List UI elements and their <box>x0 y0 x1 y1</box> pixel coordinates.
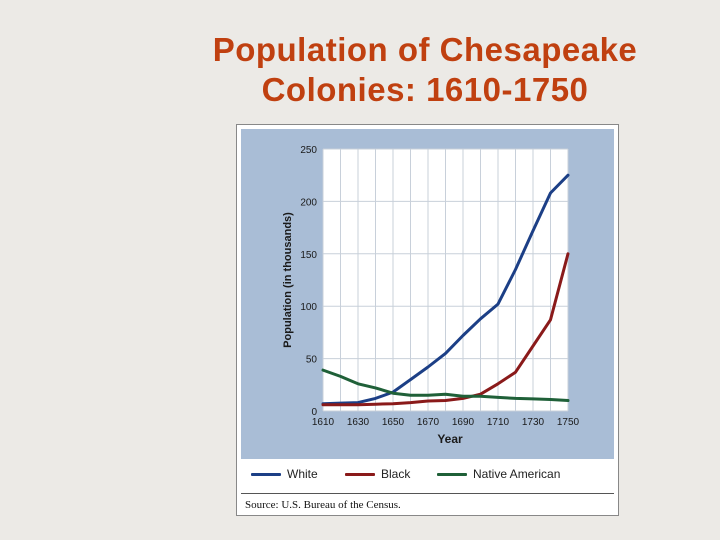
chart-legend: White Black Native American <box>241 459 614 489</box>
legend-swatch-native-american <box>437 472 467 476</box>
y-tick-labels: 0 50 100 150 200 250 <box>300 145 317 418</box>
legend-label-native-american: Native American <box>473 467 561 481</box>
y-axis-label: Population (in thousands) <box>282 212 294 348</box>
x-tick-label-1730: 1730 <box>522 417 545 428</box>
y-tick-label-0: 0 <box>311 407 317 418</box>
x-tick-label-1670: 1670 <box>417 417 440 428</box>
legend-label-black: Black <box>381 467 411 481</box>
slide-title-line-2: Colonies: 1610-1750 <box>261 71 589 108</box>
chart-panel: 0 50 100 150 200 250 1610 1630 1650 1670 1690 1710… <box>241 129 614 459</box>
x-tick-label-1750: 1750 <box>557 417 580 428</box>
population-line-chart: 0 50 100 150 200 250 1610 1630 1650 1670 1690 1710… <box>241 129 614 459</box>
y-tick-label-100: 100 <box>300 302 317 313</box>
x-tick-label-1610: 1610 <box>312 417 335 428</box>
slide-title-line-1: Population of Chesapeake <box>212 31 638 68</box>
legend-swatch-black <box>345 472 375 476</box>
x-tick-label-1630: 1630 <box>347 417 370 428</box>
legend-item-native-american: Native American <box>437 467 560 481</box>
series-line-native-american <box>321 368 570 402</box>
series-line-black <box>321 252 570 407</box>
x-axis-label: Year <box>437 432 463 446</box>
chart-figure: 0 50 100 150 200 250 1610 1630 1650 1670 1690 1710… <box>236 124 619 516</box>
y-tick-label-250: 250 <box>300 145 317 156</box>
legend-label-white: White <box>287 467 318 481</box>
x-tick-label-1710: 1710 <box>487 417 510 428</box>
legend-item-white: White <box>251 467 318 481</box>
slide-title: Population of Chesapeake Colonies: 1610-… <box>150 30 700 110</box>
x-tick-labels: 1610 1630 1650 1670 1690 1710 1730 1750 <box>312 417 580 428</box>
source-note: Source: U.S. Bureau of the Census. <box>245 499 401 511</box>
x-tick-label-1650: 1650 <box>382 417 405 428</box>
y-tick-label-50: 50 <box>306 355 318 366</box>
source-divider <box>241 493 614 494</box>
series-lines <box>321 173 570 407</box>
grid-lines <box>322 148 569 412</box>
series-line-white <box>321 173 570 406</box>
legend-item-black: Black <box>345 467 410 481</box>
y-tick-label-150: 150 <box>300 250 317 261</box>
y-tick-label-200: 200 <box>300 197 317 208</box>
x-tick-label-1690: 1690 <box>452 417 475 428</box>
legend-swatch-white <box>251 472 281 476</box>
